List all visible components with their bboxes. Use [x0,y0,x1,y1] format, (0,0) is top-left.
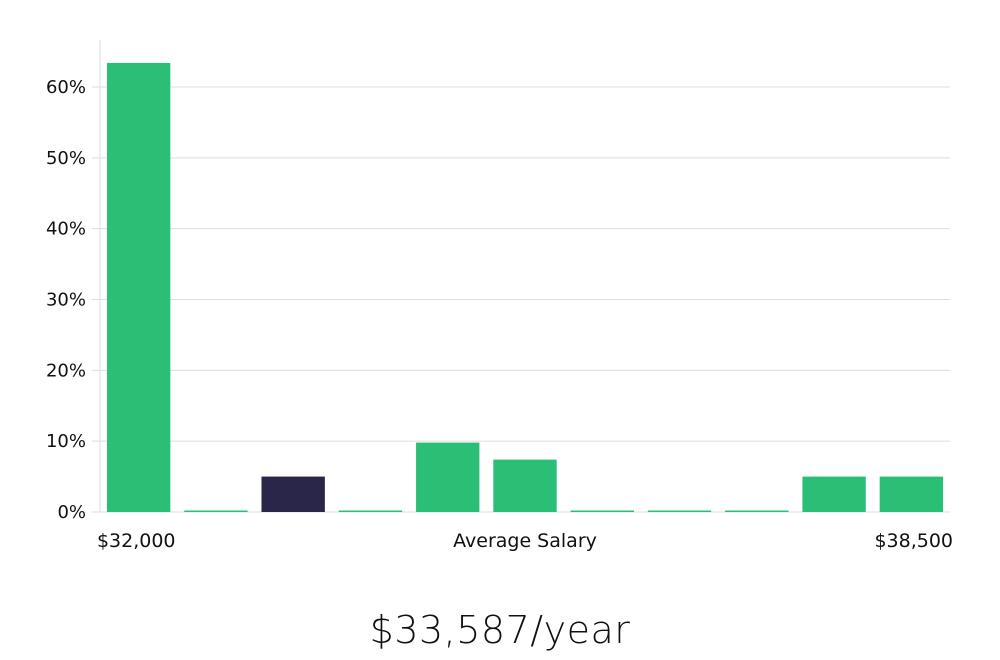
bar [725,510,789,512]
bar [106,62,171,513]
average-salary: $33,587/year [369,608,631,652]
y-tick-label: 0% [57,502,86,523]
y-axis-ticks: 0% 10% 20% 30% 40% 50% 60% [46,77,86,523]
bar-highlighted [261,476,325,512]
bar [493,459,557,512]
salary-histogram: 0% 10% 20% 30% 40% 50% 60% $32,000 Average Sal… [46,40,953,552]
x-min-label: $32,000 [97,530,176,552]
bar [570,510,634,512]
y-tick-label: 60% [46,77,86,98]
y-tick-label: 30% [46,290,86,311]
y-tick-label: 10% [46,431,86,452]
bar [338,510,403,512]
bars [106,62,944,513]
bar [802,476,866,512]
grid-lines [92,86,950,513]
bar [184,510,248,512]
x-axis-title: Average Salary [453,530,597,552]
x-max-label: $38,500 [874,530,953,552]
bar [416,442,480,512]
y-tick-label: 40% [46,219,86,240]
bar [647,510,712,512]
bar [879,476,944,512]
y-tick-label: 50% [46,148,86,169]
y-tick-label: 20% [46,360,86,381]
